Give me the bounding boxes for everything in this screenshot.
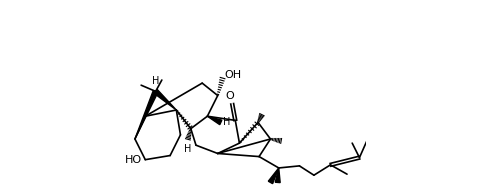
Polygon shape: [135, 90, 158, 139]
Polygon shape: [269, 168, 279, 184]
Text: H: H: [223, 117, 230, 127]
Polygon shape: [207, 116, 222, 125]
Text: OH: OH: [224, 70, 241, 80]
Text: H: H: [184, 144, 191, 154]
Polygon shape: [275, 168, 280, 183]
Text: HO: HO: [125, 155, 142, 165]
Polygon shape: [154, 90, 176, 110]
Text: H: H: [152, 76, 159, 86]
Text: O: O: [226, 91, 234, 101]
